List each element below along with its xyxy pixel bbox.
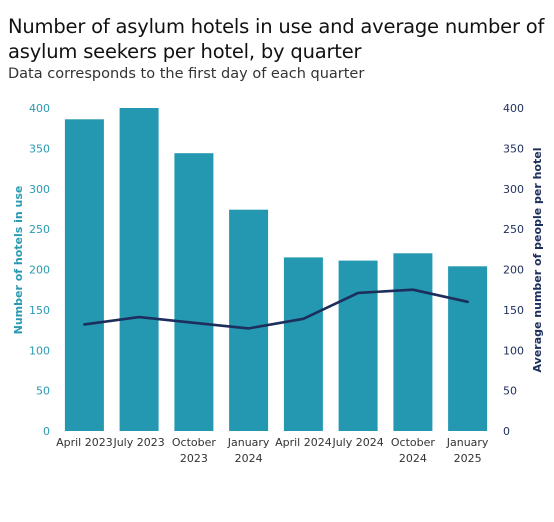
bars-group bbox=[64, 108, 488, 432]
bar-4 bbox=[229, 209, 269, 431]
bar-1 bbox=[64, 119, 104, 432]
line-group bbox=[83, 288, 469, 330]
right-tick-label: 150 bbox=[503, 304, 524, 317]
bar-6 bbox=[338, 260, 378, 431]
bar-8 bbox=[448, 266, 488, 431]
right-tick-label: 250 bbox=[503, 223, 524, 236]
x-tick-label: January 2025 bbox=[446, 436, 489, 465]
x-tick-label: April 2023 bbox=[56, 436, 113, 449]
x-tick-label: April 2024 bbox=[275, 436, 332, 449]
left-tick-label: 100 bbox=[29, 344, 50, 357]
avg-people-per-hotel-line bbox=[83, 288, 469, 330]
bar-7 bbox=[393, 253, 433, 431]
left-axis-ticks: 0 50 100 150 200 250 300 350 400 bbox=[29, 102, 50, 438]
left-tick-label: 0 bbox=[43, 425, 50, 438]
left-tick-label: 50 bbox=[36, 385, 50, 398]
right-axis-ticks: 0 50 100 150 200 250 300 350 400 bbox=[503, 102, 524, 438]
chart-subtitle: Data corresponds to the first day of eac… bbox=[8, 66, 365, 82]
left-axis-title: Number of hotels in use bbox=[12, 186, 25, 335]
left-tick-label: 150 bbox=[29, 304, 50, 317]
left-tick-label: 300 bbox=[29, 183, 50, 196]
x-tick-label: October 2024 bbox=[391, 436, 435, 465]
left-tick-label: 350 bbox=[29, 142, 50, 155]
right-tick-label: 300 bbox=[503, 183, 524, 196]
right-tick-label: 350 bbox=[503, 142, 524, 155]
right-tick-label: 100 bbox=[503, 344, 524, 357]
left-tick-label: 250 bbox=[29, 223, 50, 236]
chart-title: Number of asylum hotels in use and avera… bbox=[8, 15, 545, 63]
right-tick-label: 200 bbox=[503, 264, 524, 277]
right-tick-label: 0 bbox=[503, 425, 510, 438]
right-tick-label: 400 bbox=[503, 102, 524, 115]
x-axis-ticks: April 2023 July 2023 October 2023 January 202… bbox=[56, 436, 489, 465]
x-tick-label: October 2023 bbox=[172, 436, 216, 465]
left-tick-label: 400 bbox=[29, 102, 50, 115]
x-tick-label: July 2023 bbox=[112, 436, 164, 449]
bar-2 bbox=[119, 108, 159, 431]
bar-5 bbox=[283, 257, 323, 431]
left-tick-label: 200 bbox=[29, 264, 50, 277]
x-tick-label: January 2024 bbox=[227, 436, 270, 465]
right-tick-label: 50 bbox=[503, 385, 517, 398]
bar-3 bbox=[174, 153, 214, 431]
right-axis-title: Average number of people per hotel bbox=[531, 148, 544, 373]
x-tick-label: July 2024 bbox=[331, 436, 383, 449]
